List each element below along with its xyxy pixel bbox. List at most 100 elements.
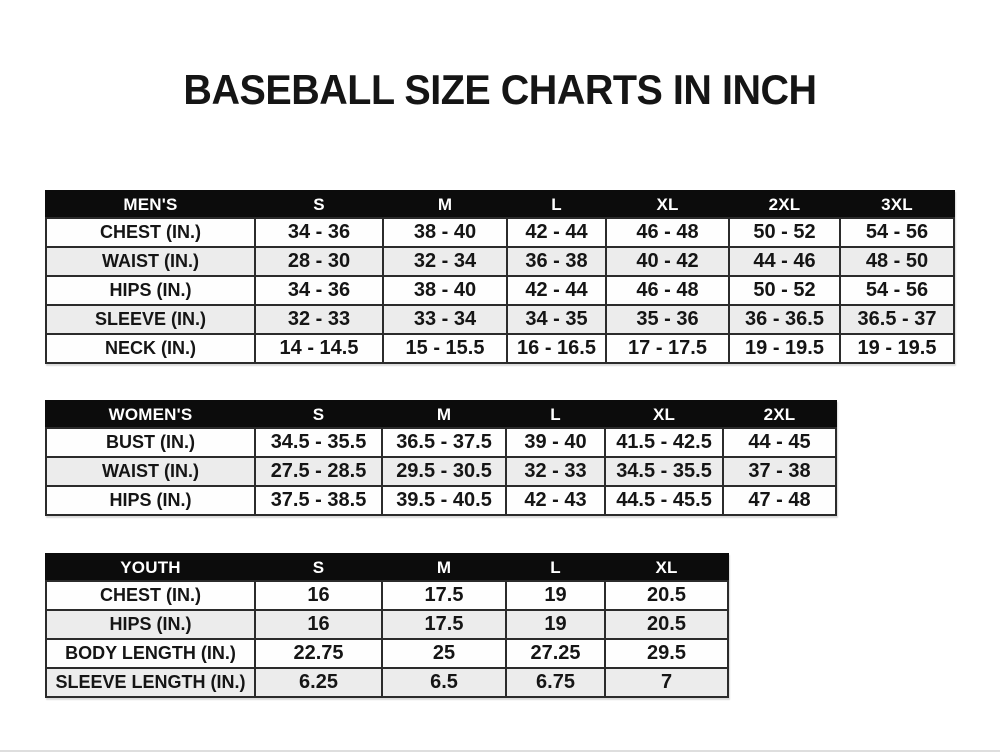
table-title-cell: MEN'S — [45, 190, 256, 219]
size-value-cell: 6.5 — [381, 667, 507, 698]
size-value-cell: 54 - 56 — [839, 217, 955, 248]
row-label: WAIST (IN.) — [45, 456, 256, 487]
size-value-cell: 35 - 36 — [605, 304, 730, 335]
size-value-cell: 36.5 - 37 — [839, 304, 955, 335]
table-title-cell: YOUTH — [45, 553, 256, 582]
size-value-cell: 50 - 52 — [728, 217, 841, 248]
size-column-header: L — [506, 190, 607, 219]
size-column-header: 2XL — [722, 400, 837, 429]
size-value-cell: 37.5 - 38.5 — [254, 485, 383, 516]
size-value-cell: 28 - 30 — [254, 246, 384, 277]
size-column-header: XL — [604, 400, 724, 429]
size-column-header: XL — [605, 190, 730, 219]
measurement-row: HIPS (IN.) 37.5 - 38.5 39.5 - 40.5 42 - 43 4… — [45, 485, 837, 516]
size-value-cell: 39 - 40 — [505, 427, 606, 458]
size-value-cell: 6.25 — [254, 667, 383, 698]
row-label: NECK (IN.) — [45, 333, 256, 364]
measurement-row: WAIST (IN.) 28 - 30 32 - 34 36 - 38 40 - 42 4… — [45, 246, 955, 277]
size-value-cell: 27.25 — [505, 638, 606, 669]
size-value-cell: 27.5 - 28.5 — [254, 456, 383, 487]
size-column-header: 2XL — [728, 190, 841, 219]
size-value-cell: 41.5 - 42.5 — [604, 427, 724, 458]
measurement-row: WAIST (IN.) 27.5 - 28.5 29.5 - 30.5 32 - 33… — [45, 456, 837, 487]
size-value-cell: 22.75 — [254, 638, 383, 669]
table-header-row: YOUTH S M L XL — [45, 553, 729, 582]
row-label: WAIST (IN.) — [45, 246, 256, 277]
row-label: HIPS (IN.) — [45, 609, 256, 640]
measurement-row: CHEST (IN.) 16 17.5 19 20.5 — [45, 580, 729, 611]
size-value-cell: 20.5 — [604, 609, 729, 640]
row-label: HIPS (IN.) — [45, 275, 256, 306]
size-value-cell: 16 — [254, 580, 383, 611]
size-column-header: L — [505, 553, 606, 582]
size-value-cell: 47 - 48 — [722, 485, 837, 516]
size-value-cell: 50 - 52 — [728, 275, 841, 306]
size-value-cell: 6.75 — [505, 667, 606, 698]
size-column-header: 3XL — [839, 190, 955, 219]
size-column-header: L — [505, 400, 606, 429]
size-value-cell: 46 - 48 — [605, 217, 730, 248]
womens-size-table: WOMEN'S S M L XL 2XL BUST (IN.) 34.5 - 35.5 36.… — [45, 400, 837, 516]
measurement-row: HIPS (IN.) 16 17.5 19 20.5 — [45, 609, 729, 640]
size-column-header: XL — [604, 553, 729, 582]
size-value-cell: 33 - 34 — [382, 304, 508, 335]
page-bottom-edge — [0, 750, 1000, 752]
row-label: HIPS (IN.) — [45, 485, 256, 516]
size-value-cell: 38 - 40 — [382, 275, 508, 306]
size-value-cell: 39.5 - 40.5 — [381, 485, 507, 516]
size-value-cell: 19 - 19.5 — [839, 333, 955, 364]
size-value-cell: 42 - 44 — [506, 217, 607, 248]
size-column-header: S — [254, 553, 383, 582]
youth-size-table: YOUTH S M L XL CHEST (IN.) 16 17.5 19 20.5 HIPS (… — [45, 553, 729, 698]
size-value-cell: 42 - 43 — [505, 485, 606, 516]
measurement-row: SLEEVE (IN.) 32 - 33 33 - 34 34 - 35 35 - 36… — [45, 304, 955, 335]
size-value-cell: 38 - 40 — [382, 217, 508, 248]
size-value-cell: 44 - 46 — [728, 246, 841, 277]
size-value-cell: 37 - 38 — [722, 456, 837, 487]
table-title-cell: WOMEN'S — [45, 400, 256, 429]
row-label: BODY LENGTH (IN.) — [45, 638, 256, 669]
size-value-cell: 34 - 36 — [254, 217, 384, 248]
measurement-row: BUST (IN.) 34.5 - 35.5 36.5 - 37.5 39 - 40 4… — [45, 427, 837, 458]
size-value-cell: 40 - 42 — [605, 246, 730, 277]
size-column-header: S — [254, 400, 383, 429]
size-value-cell: 36 - 36.5 — [728, 304, 841, 335]
measurement-row: CHEST (IN.) 34 - 36 38 - 40 42 - 44 46 - 48 5… — [45, 217, 955, 248]
size-value-cell: 32 - 33 — [254, 304, 384, 335]
table-header-row: MEN'S S M L XL 2XL 3XL — [45, 190, 955, 219]
table-header-row: WOMEN'S S M L XL 2XL — [45, 400, 837, 429]
size-value-cell: 32 - 34 — [382, 246, 508, 277]
size-column-header: M — [381, 400, 507, 429]
size-value-cell: 16 — [254, 609, 383, 640]
size-column-header: M — [381, 553, 507, 582]
size-value-cell: 34.5 - 35.5 — [604, 456, 724, 487]
page-title: BASEBALL SIZE CHARTS IN INCH — [183, 66, 817, 113]
size-value-cell: 36.5 - 37.5 — [381, 427, 507, 458]
size-value-cell: 16 - 16.5 — [506, 333, 607, 364]
size-column-header: S — [254, 190, 384, 219]
size-value-cell: 34.5 - 35.5 — [254, 427, 383, 458]
size-value-cell: 19 — [505, 580, 606, 611]
size-value-cell: 44 - 45 — [722, 427, 837, 458]
size-column-header: M — [382, 190, 508, 219]
size-value-cell: 29.5 — [604, 638, 729, 669]
size-value-cell: 42 - 44 — [506, 275, 607, 306]
row-label: SLEEVE (IN.) — [45, 304, 256, 335]
size-value-cell: 25 — [381, 638, 507, 669]
size-value-cell: 54 - 56 — [839, 275, 955, 306]
size-value-cell: 48 - 50 — [839, 246, 955, 277]
size-value-cell: 34 - 35 — [506, 304, 607, 335]
mens-size-table: MEN'S S M L XL 2XL 3XL CHEST (IN.) 34 - 36 38 - … — [45, 190, 955, 364]
size-value-cell: 20.5 — [604, 580, 729, 611]
size-value-cell: 34 - 36 — [254, 275, 384, 306]
size-value-cell: 7 — [604, 667, 729, 698]
size-value-cell: 46 - 48 — [605, 275, 730, 306]
size-value-cell: 14 - 14.5 — [254, 333, 384, 364]
row-label: CHEST (IN.) — [45, 580, 256, 611]
measurement-row: SLEEVE LENGTH (IN.) 6.25 6.5 6.75 7 — [45, 667, 729, 698]
size-value-cell: 19 — [505, 609, 606, 640]
size-value-cell: 36 - 38 — [506, 246, 607, 277]
row-label: SLEEVE LENGTH (IN.) — [45, 667, 256, 698]
measurement-row: NECK (IN.) 14 - 14.5 15 - 15.5 16 - 16.5 17 … — [45, 333, 955, 364]
